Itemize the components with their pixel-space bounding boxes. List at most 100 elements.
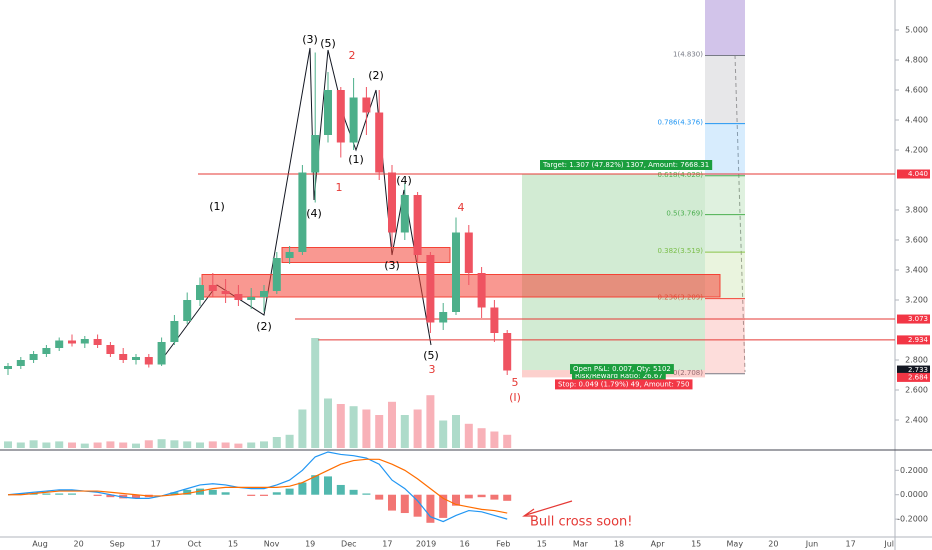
macd-histogram-bar [336,484,345,495]
y-tick-label: 4.600 [905,86,928,95]
annotation-arrow [525,500,573,516]
candle-body [196,285,204,300]
x-tick-label: 16 [460,540,470,549]
macd-histogram-bar [490,494,499,500]
open-pnl-label: Open P&L: 0.007, Qty: 5102 [573,365,671,373]
volume-bar [42,442,51,448]
macd-histogram-bar [132,494,140,499]
volume-bar [490,431,499,448]
wave-label: 4 [458,201,465,214]
candle-body [285,252,294,258]
candle-body [68,340,76,344]
fib-band [705,214,745,253]
wave-label: (1) [209,200,225,213]
price-tag-label: 3.073 [908,315,928,323]
macd-histogram-bar [413,494,422,517]
macd-histogram-bar [208,489,217,495]
y-tick-label: 4.800 [905,56,928,65]
candle-body [400,195,409,233]
wave-label: (2) [368,69,384,82]
x-tick-label: 15 [228,540,238,549]
candle-body [55,340,64,348]
fib-label: 0.786(4.376) [657,119,703,127]
profit-zone [522,174,705,371]
x-tick-label: Apr [651,540,666,549]
volume-bar [349,406,358,448]
candle-body [247,297,256,300]
macd-histogram-bar [285,488,294,495]
x-tick-label: Dec [341,540,356,549]
wave-label: (2) [256,320,272,333]
candle-body [439,312,448,323]
volume-bar [16,442,25,448]
x-tick-label: May [727,540,744,549]
wave-label: (I) [509,391,521,404]
wave-label: (5) [423,349,439,362]
volume-bar [234,443,243,448]
x-tick-label: Aug [32,540,48,549]
macd-histogram-bar [324,476,332,495]
fib-label: 0.236(3.209) [657,294,703,302]
candle-body [324,90,332,135]
candle-body [477,273,486,308]
fib-label: 0.382(3.519) [657,247,703,255]
candle-body [208,285,217,291]
fib-label: 1(4.830) [673,51,703,59]
price-tag-label: 4.040 [908,170,928,178]
volume-bar [426,395,435,448]
candle-body [170,321,179,342]
volume-bar [452,415,460,448]
y-tick-label: 4.400 [905,116,928,125]
candle-body [80,339,89,344]
y-tick-label: 3.600 [905,236,928,245]
candle-body [157,342,166,365]
candle-body [29,354,38,360]
volume-bar [183,441,192,448]
price-tag-label: 2.733 [908,366,928,374]
candle-body [106,345,115,354]
resistance-zone [281,247,451,263]
macd-histogram-bar [375,494,384,500]
macd-histogram-bar [311,475,320,495]
volume-bar [272,437,281,448]
macd-histogram-bar [349,489,358,495]
y-tick-label: 3.200 [905,296,928,305]
candle-body [93,339,102,345]
candle-body [375,112,384,173]
volume-bar [208,441,217,448]
y-tick-label: 3.400 [905,266,928,275]
ratio-label-box [572,371,666,382]
volume-bar [464,423,473,448]
candle-body [144,357,153,365]
candle-body [426,255,435,323]
candle-body [503,333,512,371]
candle-body [16,360,25,366]
x-tick-label: Oct [187,540,201,549]
candle-body [42,348,51,354]
volume-bar [362,409,371,448]
volume-bar [29,440,38,448]
volume-bar [298,409,307,448]
macd-histogram-bar [298,482,307,495]
candle-body [413,195,422,255]
candle-body [452,232,460,312]
volume-bar [106,441,115,448]
volume-bar [400,415,409,448]
x-tick-label: Nov [264,540,280,549]
fib-label: 0.618(4.028) [657,171,703,179]
x-tick-label: 17 [151,540,161,549]
candle-body [490,307,499,333]
fib-top-band [705,0,745,56]
macd-histogram-bar [16,493,25,495]
wave-count-line [159,47,432,363]
candle-body [260,291,268,297]
macd-histogram-bar [68,493,76,495]
candle-body [4,366,12,369]
volume-bar [4,441,12,448]
y-tick-label: 4.200 [905,146,928,155]
volume-bar [388,401,396,448]
y-tick-label: 2.400 [905,416,928,425]
candle-body [349,97,358,143]
macd-histogram-bar [170,492,179,495]
wave-label: 2 [349,49,356,62]
